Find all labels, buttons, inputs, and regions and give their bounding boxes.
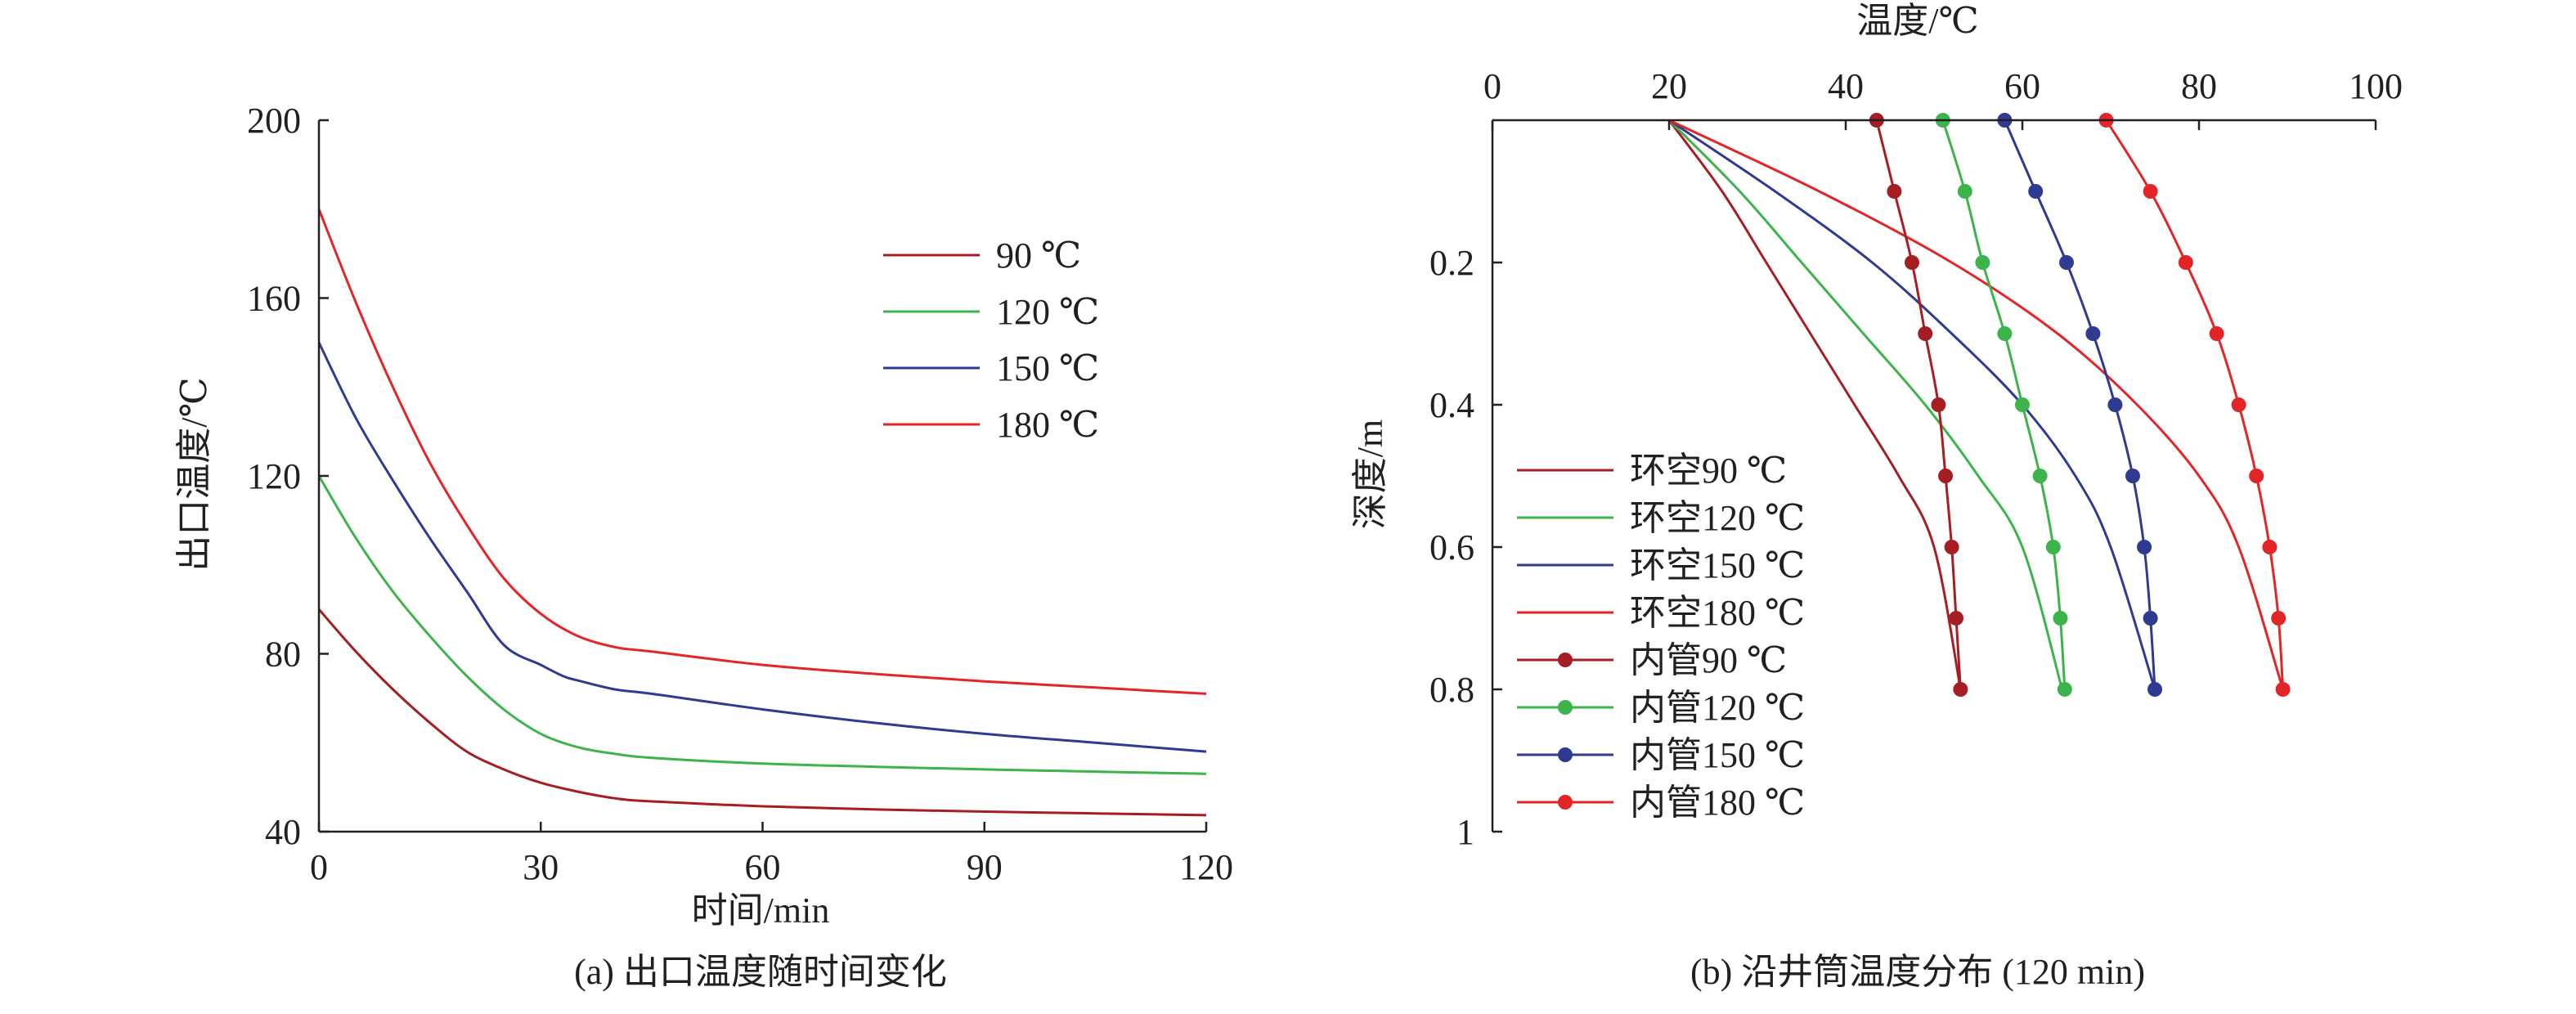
panel-b-x-tick-label: 80	[2181, 66, 2217, 106]
panel-b-series-line	[1941, 119, 2067, 690]
panel-b-legend-label: 内管90 ℃	[1630, 640, 1787, 680]
panel-b-series-line	[1668, 119, 2156, 690]
panel-b-legend-marker	[1558, 700, 1573, 715]
panel-a-legend-label: 150 ℃	[996, 348, 1099, 388]
panel-a-y-tick-label: 200	[247, 101, 301, 141]
panel-b-data-point	[2059, 255, 2074, 270]
panel-a-x-tick-label: 90	[967, 847, 1003, 887]
panel-b-data-point	[2053, 611, 2068, 626]
panel-b-data-point	[2275, 682, 2291, 697]
panel-b-y-axis-label: 深度/m	[1350, 420, 1390, 529]
panel-b-series-line	[1667, 119, 1962, 690]
panel-b-legend-marker	[1558, 795, 1573, 810]
panel-b-data-point	[1938, 469, 1954, 483]
panel-a-x-tick-label: 0	[310, 847, 328, 887]
panel-a-legend-label: 90 ℃	[996, 236, 1081, 276]
panel-b-data-point	[2032, 469, 2048, 483]
panel-b-data-point	[2262, 540, 2278, 554]
panel-b-legend-label: 内管120 ℃	[1630, 688, 1805, 728]
panel-a-y-tick-label: 40	[265, 812, 301, 852]
panel-a-y-tick-label: 120	[247, 456, 301, 496]
panel-b-legend-label: 环空180 ℃	[1630, 593, 1805, 633]
panel-b-legend-label: 内管180 ℃	[1630, 783, 1805, 823]
panel-b-data-point	[1944, 540, 1959, 554]
panel-b-data-point	[2107, 397, 2123, 412]
panel-a-legend-label: 180 ℃	[996, 405, 1099, 445]
panel-a-y-tick-label: 80	[265, 635, 301, 675]
panel-a-y-axis-label: 出口温度/℃	[174, 377, 214, 571]
panel-b-series-group	[1667, 113, 2291, 697]
panel-b-y-tick-label: 0.2	[1429, 243, 1474, 283]
panel-b-x-tick-label: 60	[2004, 66, 2040, 106]
panel-b-axes: 0 20 40 60 80 100 0.2 0.4 0.6 0.8 1	[1429, 66, 2403, 852]
panel-b-data-point	[2249, 469, 2264, 483]
panel-b-legend-label: 环空150 ℃	[1630, 545, 1805, 586]
panel-b-legend-marker	[1558, 653, 1573, 667]
panel-b-data-point	[1918, 326, 1933, 341]
panel-b-x-tick-label: 0	[1483, 66, 1501, 106]
panel-a-series-line	[317, 475, 1207, 775]
panel-a-x-tick-label: 60	[745, 847, 781, 887]
panel-a-y-tick-label: 160	[247, 279, 301, 319]
panel-b-data-point	[2015, 397, 2030, 412]
panel-b-data-point	[2028, 184, 2044, 199]
panel-b-data-point	[2125, 469, 2140, 483]
panel-b-legend-label: 环空120 ℃	[1630, 498, 1805, 538]
panel-a-series-line	[317, 608, 1207, 817]
panel-a-legend: 90 ℃ 120 ℃ 150 ℃ 180 ℃	[883, 236, 1099, 445]
panel-a-series-line	[317, 209, 1207, 695]
panel-b-data-point	[1953, 682, 1968, 697]
panel-b-x-tick-label: 40	[1828, 66, 1864, 106]
panel-b-legend-label: 内管150 ℃	[1630, 735, 1805, 775]
panel-b-data-point	[2057, 682, 2072, 697]
panel-b-data-point	[1997, 326, 2013, 341]
panel-b-data-point	[2085, 326, 2101, 341]
panel-a-x-tick-label: 30	[523, 847, 559, 887]
panel-b-data-point	[2209, 326, 2224, 341]
panel-a-legend-label: 120 ℃	[996, 292, 1099, 332]
panel-b-data-point	[2143, 611, 2158, 626]
panel-b-data-point	[1949, 611, 1963, 626]
panel-b-data-point	[2271, 611, 2287, 626]
panel-b-legend-label: 环空90 ℃	[1630, 451, 1787, 491]
panel-b-legend: 环空90 ℃ 环空120 ℃ 环空150 ℃ 环空180 ℃ 内管90 ℃ 内管120 ℃…	[1517, 451, 1805, 823]
panel-a-series-line	[317, 342, 1207, 753]
panel-b-data-point	[1975, 255, 1990, 270]
panel-b-y-tick-label: 0.4	[1429, 385, 1474, 425]
panel-b-legend-marker	[1558, 747, 1573, 762]
panel-b-data-point	[2143, 184, 2158, 199]
panel-b-y-tick-label: 0.8	[1429, 670, 1474, 710]
panel-b-caption: (b) 沿井筒温度分布 (120 min)	[1690, 952, 2145, 992]
panel-a-caption: (a) 出口温度随时间变化	[574, 952, 947, 992]
panel-b-data-point	[2178, 255, 2193, 270]
panel-b-data-point	[1931, 397, 1946, 412]
panel-a-x-axis-label: 时间/min	[692, 891, 830, 931]
panel-b-y-tick-label: 0.6	[1429, 527, 1474, 568]
panel-b-x-tick-label: 20	[1651, 66, 1687, 106]
panel-a-outlet-temperature-chart: 0 30 60 90 120 40 80 120 160 200 90 ℃ 120 ℃ 150 ℃ 18…	[174, 101, 1233, 992]
panel-b-data-point	[1905, 255, 1919, 270]
panel-b-series-line	[1875, 119, 1962, 690]
panel-b-data-point	[2137, 540, 2152, 554]
panel-b-series-line	[1668, 119, 2285, 690]
panel-b-data-point	[1887, 184, 1902, 199]
panel-a-x-tick-label: 120	[1179, 847, 1233, 887]
panel-b-data-point	[2147, 682, 2162, 697]
panel-b-data-point	[2231, 397, 2246, 412]
panel-b-x-tick-label: 100	[2349, 66, 2403, 106]
panel-b-x-axis-label: 温度/℃	[1856, 1, 1978, 41]
panel-a-axes: 0 30 60 90 120 40 80 120 160 200	[247, 101, 1233, 887]
panel-b-series-line	[1667, 119, 2064, 690]
panel-b-data-point	[2045, 540, 2061, 554]
panel-b-data-point	[1957, 184, 1972, 199]
panel-b-y-tick-label: 1	[1456, 812, 1474, 852]
panel-a-series-group	[317, 209, 1207, 817]
